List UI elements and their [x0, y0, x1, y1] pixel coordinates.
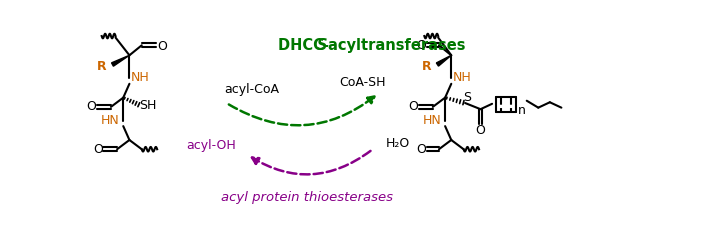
Text: acyl-OH: acyl-OH	[186, 139, 236, 152]
Text: CoA-SH: CoA-SH	[339, 76, 386, 89]
Text: HN: HN	[101, 114, 119, 127]
FancyArrowPatch shape	[229, 96, 374, 125]
Text: R: R	[97, 60, 107, 72]
Text: NH: NH	[131, 71, 150, 84]
Text: O: O	[157, 40, 167, 53]
Text: -acyltransferases: -acyltransferases	[322, 38, 466, 53]
Text: S: S	[463, 91, 472, 104]
Text: HN: HN	[423, 114, 441, 127]
Text: S: S	[317, 38, 327, 53]
Text: NH: NH	[453, 71, 472, 84]
Text: DHCC: DHCC	[278, 38, 329, 53]
Text: O: O	[416, 39, 426, 52]
Polygon shape	[111, 55, 130, 66]
Text: O: O	[93, 143, 103, 156]
Text: H₂O: H₂O	[386, 137, 410, 150]
Text: O: O	[87, 100, 97, 113]
Text: R: R	[421, 60, 431, 72]
Text: n: n	[517, 104, 525, 117]
Text: O: O	[409, 100, 418, 113]
Text: acyl-CoA: acyl-CoA	[224, 83, 279, 96]
Text: acyl protein thioesterases: acyl protein thioesterases	[222, 191, 393, 204]
Text: SH: SH	[139, 99, 156, 112]
Text: O: O	[475, 124, 486, 137]
Polygon shape	[436, 55, 451, 66]
FancyArrowPatch shape	[252, 151, 371, 174]
Text: O: O	[416, 143, 426, 156]
